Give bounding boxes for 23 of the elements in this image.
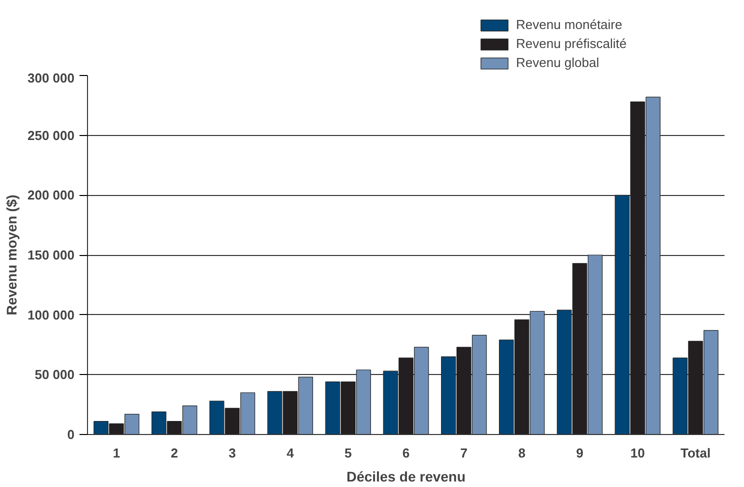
y-tick-label: 0 [67,427,75,442]
x-tick-label: Total [680,446,711,460]
x-tick-label: 2 [170,446,178,460]
x-tick-label: 6 [402,446,410,460]
x-tick-label: 1 [112,446,120,460]
legend-label: Revenu global [516,55,600,70]
x-axis-title: Déciles de revenu [346,468,466,484]
x-tick-label: 7 [460,446,468,460]
x-tick-label: 5 [344,446,352,460]
legend-label: Revenu préfiscalité [516,36,627,51]
x-tick-label: 3 [228,446,236,460]
legend-label: Revenu monétaire [516,17,622,32]
x-tick-label: 4 [286,446,295,460]
y-tick-label: 150 000 [28,248,75,262]
x-tick-label: 10 [630,446,645,460]
y-tick-label: 250 000 [28,128,75,143]
y-axis-title: Revenu moyen ($) [4,194,20,316]
y-tick-label: 50 000 [34,367,75,382]
y-tick-label: 300 000 [28,70,75,86]
y-tick-label: 100 000 [28,307,75,322]
y-tick-label: 200 000 [28,188,75,203]
x-tick-label: 9 [576,446,584,460]
x-tick-label: 8 [518,446,526,460]
